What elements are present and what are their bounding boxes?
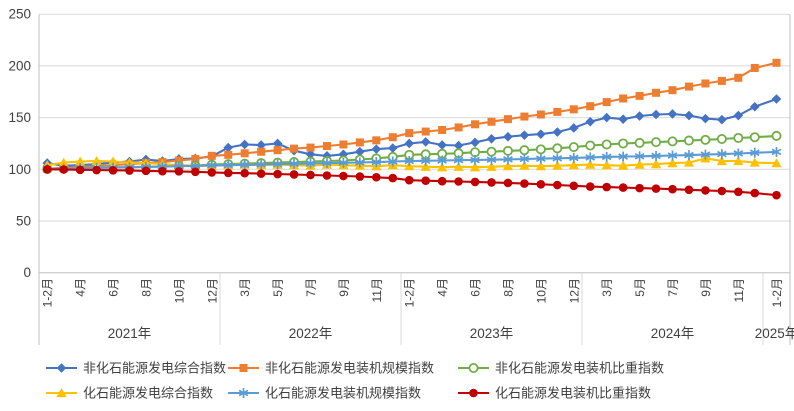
x-tick-label: 8月 <box>139 278 153 297</box>
x-tick-label: 9月 <box>337 278 351 297</box>
x-tick-label: 1-2月 <box>403 278 417 307</box>
x-tick-label: 11月 <box>732 278 746 302</box>
series-fossil-installed-capacity-share-index <box>42 165 781 200</box>
y-axis-tick-labels: 0 50 100 150 200 250 <box>8 7 31 281</box>
x-tick-label: 9月 <box>699 278 713 297</box>
y-tick-label: 250 <box>8 7 31 22</box>
x-tick-label: 3月 <box>238 278 252 297</box>
y-tick-label: 150 <box>8 110 31 125</box>
x-tick-label: 12月 <box>205 278 219 303</box>
legend-item-non-fossil-installed-capacity-share-index: 非化石能源发电装机比重指数 <box>458 361 664 376</box>
x-tick-label: 7月 <box>304 278 318 297</box>
x-tick-label: 10月 <box>172 278 186 303</box>
legend-item-non-fossil-installed-capacity-scale-index: 非化石能源发电装机规模指数 <box>228 361 434 376</box>
year-label: 2025年 <box>755 326 794 341</box>
x-tick-label: 10月 <box>534 278 548 303</box>
x-tick-label: 1-2月 <box>770 278 784 307</box>
y-tick-label: 50 <box>16 214 31 229</box>
y-tick-label: 100 <box>8 162 31 177</box>
x-tick-label: 6月 <box>107 278 121 297</box>
legend-label: 化石能源发电装机规模指数 <box>265 386 421 401</box>
x-tick-label: 8月 <box>501 278 515 297</box>
x-tick-label: 4月 <box>436 278 450 297</box>
x-tick-label: 1-2月 <box>41 278 55 307</box>
y-tick-label: 0 <box>23 265 31 280</box>
legend-label: 非化石能源发电综合指数 <box>83 361 226 376</box>
legend-label: 非化石能源发电装机规模指数 <box>265 361 434 376</box>
y-tick-label: 200 <box>8 58 31 73</box>
legend-item-fossil-installed-capacity-scale-index: 化石能源发电装机规模指数 <box>228 386 421 401</box>
x-tick-label: 5月 <box>271 278 285 297</box>
category-separators <box>38 14 791 345</box>
x-tick-label: 6月 <box>469 278 483 297</box>
legend-label: 化石能源发电综合指数 <box>83 386 213 401</box>
year-label: 2024年 <box>651 326 695 341</box>
legend-item-fossil-generation-composite-index: 化石能源发电综合指数 <box>46 386 213 401</box>
x-tick-label: 12月 <box>567 278 581 303</box>
x-tick-label: 11月 <box>370 278 384 302</box>
legend-item-non-fossil-generation-composite-index: 非化石能源发电综合指数 <box>46 361 226 376</box>
legend: 非化石能源发电综合指数 非化石能源发电装机规模指数 非化石能源发电装机比重指数化石能… <box>46 361 664 401</box>
x-tick-label: 7月 <box>666 278 680 297</box>
legend-label: 非化石能源发电装机比重指数 <box>495 361 664 376</box>
year-label: 2021年 <box>108 326 152 341</box>
x-axis-year-labels: 2021年 2022年 2023年 2024年 2025年 <box>108 326 794 341</box>
x-tick-label: 3月 <box>600 278 614 297</box>
x-axis-month-labels: 1-2月 4月 6月 8月 10月 12月 3月 5月 7月 9月 11月 1-2月 4月 6月 8月 10月… <box>41 278 784 307</box>
year-label: 2022年 <box>289 326 333 341</box>
legend-label: 化石能源发电装机比重指数 <box>495 386 651 401</box>
x-tick-label: 5月 <box>633 278 647 297</box>
x-tick-label: 4月 <box>74 278 88 297</box>
legend-item-fossil-installed-capacity-share-index: 化石能源发电装机比重指数 <box>458 386 651 401</box>
year-label: 2023年 <box>470 326 514 341</box>
